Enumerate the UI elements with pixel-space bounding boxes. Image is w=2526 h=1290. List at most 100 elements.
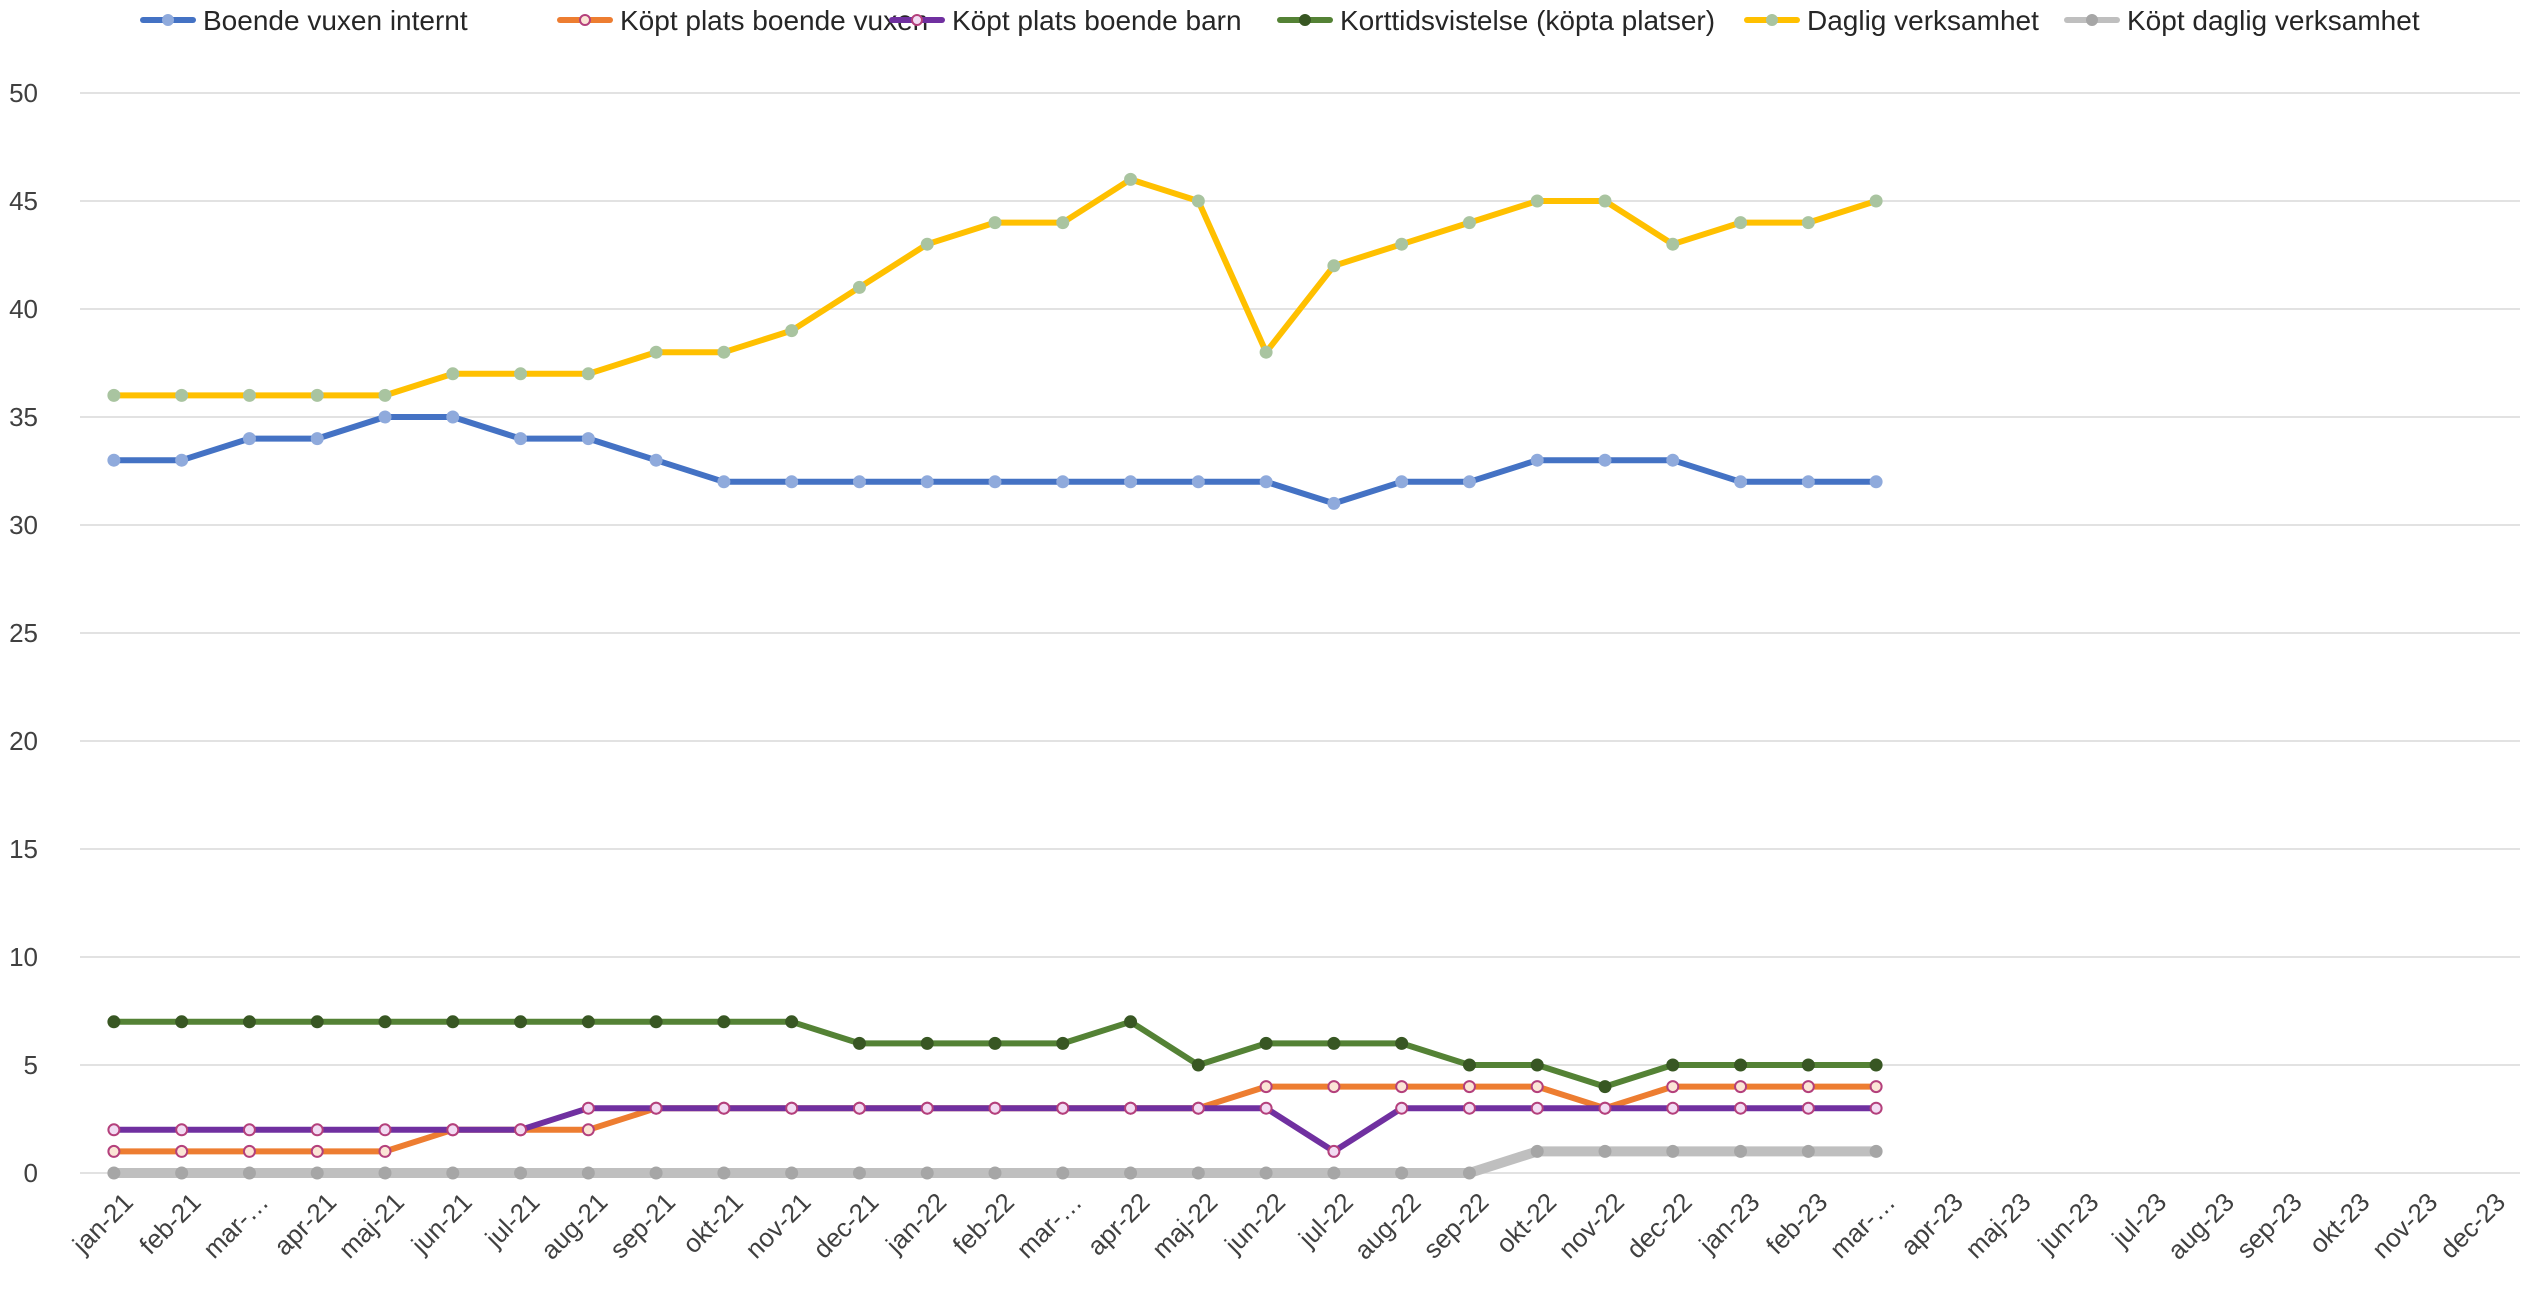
data-point xyxy=(378,410,392,424)
y-axis: 0 5 10 15 20 25 30 35 40 45 50 xyxy=(9,78,38,1188)
series-0 xyxy=(107,410,1883,510)
data-point xyxy=(242,1144,256,1158)
data-point xyxy=(1191,1166,1205,1180)
y-tick-label: 25 xyxy=(9,618,38,648)
data-point xyxy=(1530,1058,1544,1072)
x-tick-label: sep-23 xyxy=(2230,1187,2307,1264)
x-tick-label: jun-22 xyxy=(1218,1187,1291,1260)
data-point xyxy=(649,1101,663,1115)
data-point xyxy=(1734,1101,1748,1115)
data-point xyxy=(785,1015,799,1029)
data-point xyxy=(649,453,663,467)
legend-item: Daglig verksamhet xyxy=(1744,5,2039,36)
data-point xyxy=(1056,1101,1070,1115)
data-point xyxy=(107,453,121,467)
data-point xyxy=(920,237,934,251)
data-point xyxy=(310,1015,324,1029)
data-point xyxy=(1124,1015,1138,1029)
legend-item: Korttidsvistelse (köpta platser) xyxy=(1277,5,1715,36)
data-point xyxy=(1801,1080,1815,1094)
data-point xyxy=(107,1144,121,1158)
series-layer xyxy=(107,172,1883,1180)
data-point xyxy=(988,216,1002,230)
x-tick-label: jun-21 xyxy=(405,1187,478,1260)
y-tick-label: 0 xyxy=(24,1158,38,1188)
data-point xyxy=(1598,453,1612,467)
data-point xyxy=(988,1101,1002,1115)
data-point xyxy=(378,388,392,402)
data-point xyxy=(581,1101,595,1115)
legend-marker xyxy=(2086,14,2098,26)
legend-label: Korttidsvistelse (köpta platser) xyxy=(1340,5,1715,36)
data-point xyxy=(1598,1080,1612,1094)
data-point xyxy=(1259,1101,1273,1115)
series-5 xyxy=(107,1144,1883,1180)
data-point xyxy=(1734,1080,1748,1094)
series-line xyxy=(110,1018,1880,1090)
x-tick-label: nov-22 xyxy=(1553,1187,1630,1264)
x-tick-label: jan-23 xyxy=(1692,1187,1765,1260)
legend-marker xyxy=(162,14,174,26)
data-point xyxy=(920,1166,934,1180)
y-tick-label: 50 xyxy=(9,78,38,108)
data-point xyxy=(378,1144,392,1158)
data-point xyxy=(1734,1058,1748,1072)
data-point xyxy=(1530,1080,1544,1094)
data-point xyxy=(1869,1144,1883,1158)
series-2 xyxy=(107,1101,1883,1158)
x-tick-label: maj-21 xyxy=(333,1187,410,1264)
data-point xyxy=(514,432,528,446)
data-point xyxy=(1259,1036,1273,1050)
data-point xyxy=(1124,1166,1138,1180)
data-point xyxy=(852,1101,866,1115)
data-point xyxy=(1327,1080,1341,1094)
x-tick-label: apr-21 xyxy=(268,1187,342,1261)
data-point xyxy=(378,1166,392,1180)
data-point xyxy=(446,1123,460,1137)
data-point xyxy=(717,1166,731,1180)
legend: Boende vuxen internt Köpt plats boende vu… xyxy=(140,5,2420,36)
x-tick-label: okt-21 xyxy=(677,1187,749,1259)
y-tick-label: 30 xyxy=(9,510,38,540)
legend-marker xyxy=(1299,14,1311,26)
data-point xyxy=(988,475,1002,489)
data-point xyxy=(446,1015,460,1029)
data-point xyxy=(446,1166,460,1180)
x-tick-label: jun-23 xyxy=(2031,1187,2104,1260)
x-tick-label: aug-23 xyxy=(2162,1187,2240,1265)
data-point xyxy=(107,1123,121,1137)
data-point xyxy=(1056,475,1070,489)
legend-item: Köpt plats boende vuxen xyxy=(557,5,928,36)
x-tick-label: mar-… xyxy=(1824,1187,1901,1264)
legend-item: Boende vuxen internt xyxy=(140,5,468,36)
data-point xyxy=(1056,1166,1070,1180)
x-tick-label: jan-21 xyxy=(66,1187,139,1260)
data-point xyxy=(581,1166,595,1180)
data-point xyxy=(514,1123,528,1137)
series-line xyxy=(110,414,1880,507)
legend-marker xyxy=(1766,14,1778,26)
y-tick-label: 10 xyxy=(9,942,38,972)
data-point xyxy=(378,1015,392,1029)
data-point xyxy=(581,432,595,446)
data-point xyxy=(785,475,799,489)
data-point xyxy=(1124,475,1138,489)
y-tick-label: 15 xyxy=(9,834,38,864)
data-point xyxy=(1462,475,1476,489)
data-point xyxy=(1666,453,1680,467)
data-point xyxy=(1259,1080,1273,1094)
data-point xyxy=(1734,475,1748,489)
data-point xyxy=(1734,1144,1748,1158)
data-point xyxy=(107,1015,121,1029)
data-point xyxy=(310,1144,324,1158)
data-point xyxy=(107,388,121,402)
data-point xyxy=(1395,1036,1409,1050)
data-point xyxy=(1869,194,1883,208)
data-point xyxy=(852,1166,866,1180)
data-point xyxy=(175,453,189,467)
series-3 xyxy=(107,1015,1883,1094)
data-point xyxy=(1191,194,1205,208)
data-point xyxy=(988,1166,1002,1180)
